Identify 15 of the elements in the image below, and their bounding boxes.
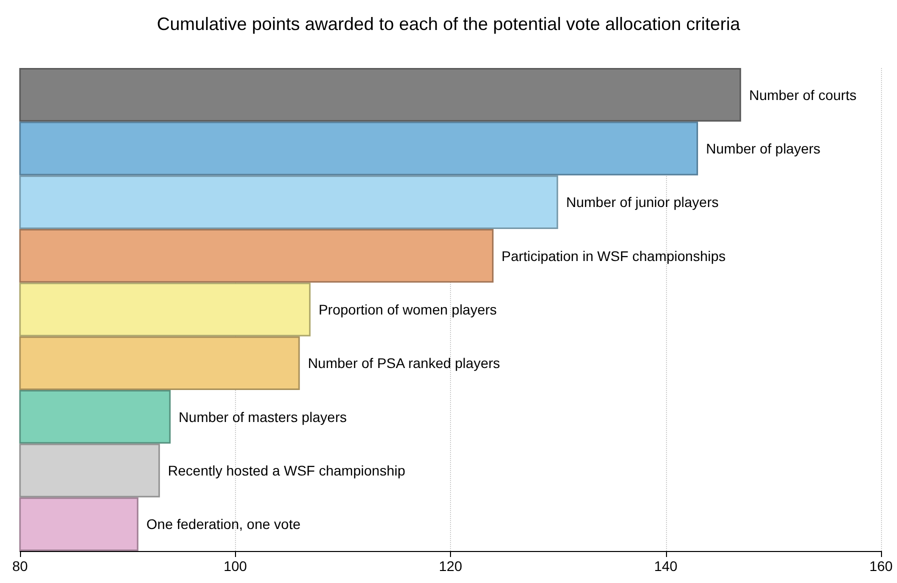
x-tick-label: 160 xyxy=(869,558,893,574)
y-tick-label: Number of junior players xyxy=(566,194,719,210)
y-tick-label: Number of PSA ranked players xyxy=(308,355,500,372)
y-tick-label: Number of courts xyxy=(749,86,856,103)
y-tick-label: One federation, one vote xyxy=(146,516,301,532)
y-tick-label: Participation in WSF championships xyxy=(502,248,726,264)
x-tick-label: 80 xyxy=(12,558,28,574)
x-tick-label: 120 xyxy=(438,558,462,574)
y-tick-label: Proportion of women players xyxy=(318,302,497,318)
chart-title: Cumulative points awarded to each of the potential vote allocation criteria xyxy=(156,14,742,34)
y-tick-label: Number of players xyxy=(706,140,820,156)
x-tick-label: 100 xyxy=(224,558,248,574)
y-tick-label: Number of masters players xyxy=(178,408,347,425)
y-tick-label: Recently hosted a WSF championship xyxy=(168,462,406,478)
x-tick-label: 140 xyxy=(654,558,678,574)
